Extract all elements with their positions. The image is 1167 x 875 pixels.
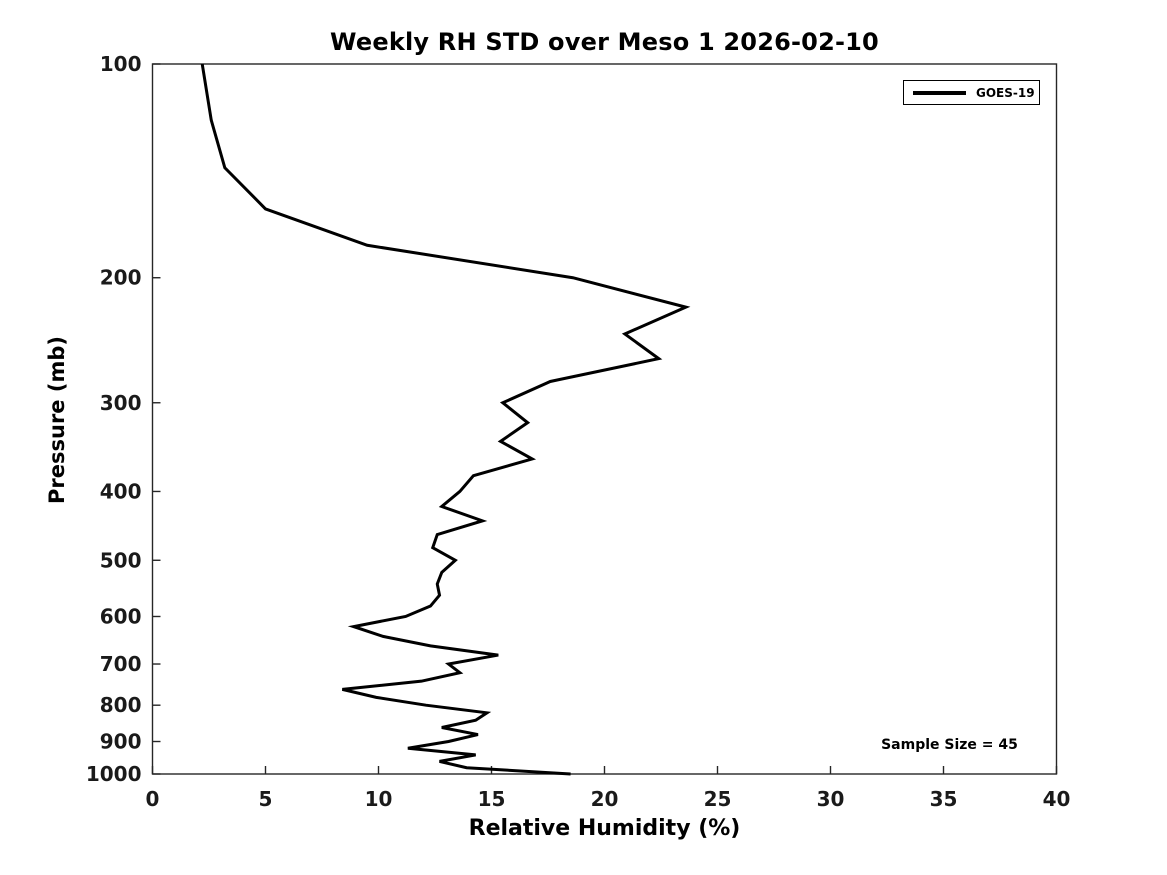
y-tick-label: 500 <box>100 548 142 572</box>
legend-line-sample <box>913 90 966 95</box>
plot-frame <box>151 63 1058 775</box>
legend-label: GOES-19 <box>976 85 1035 100</box>
rh-std-curve <box>200 63 691 776</box>
x-tick-label: 5 <box>259 787 273 811</box>
x-tick-label: 30 <box>817 787 845 811</box>
y-tick-label: 1000 <box>86 762 142 786</box>
x-tick-label: 25 <box>704 787 732 811</box>
x-tick-label: 10 <box>365 787 393 811</box>
x-tick-label: 40 <box>1043 787 1071 811</box>
chart-title: Weekly RH STD over Meso 1 2026-02-10 <box>330 28 879 56</box>
y-tick-label: 300 <box>100 391 142 415</box>
sample-size-annotation: Sample Size = 45 <box>881 737 1018 753</box>
y-tick-label: 800 <box>100 693 142 717</box>
y-tick-label: 900 <box>100 730 142 754</box>
x-tick-label: 35 <box>930 787 958 811</box>
x-tick-label: 20 <box>591 787 619 811</box>
y-tick-label: 400 <box>100 479 142 503</box>
y-tick-label: 200 <box>100 266 142 290</box>
y-tick-label: 700 <box>100 652 142 676</box>
x-tick-label: 15 <box>478 787 506 811</box>
y-tick-label: 600 <box>100 604 142 628</box>
y-tick-label: 100 <box>100 52 142 76</box>
x-axis-label: Relative Humidity (%) <box>468 816 741 841</box>
x-tick-label: 0 <box>146 787 160 811</box>
legend: GOES-19 <box>903 80 1040 105</box>
